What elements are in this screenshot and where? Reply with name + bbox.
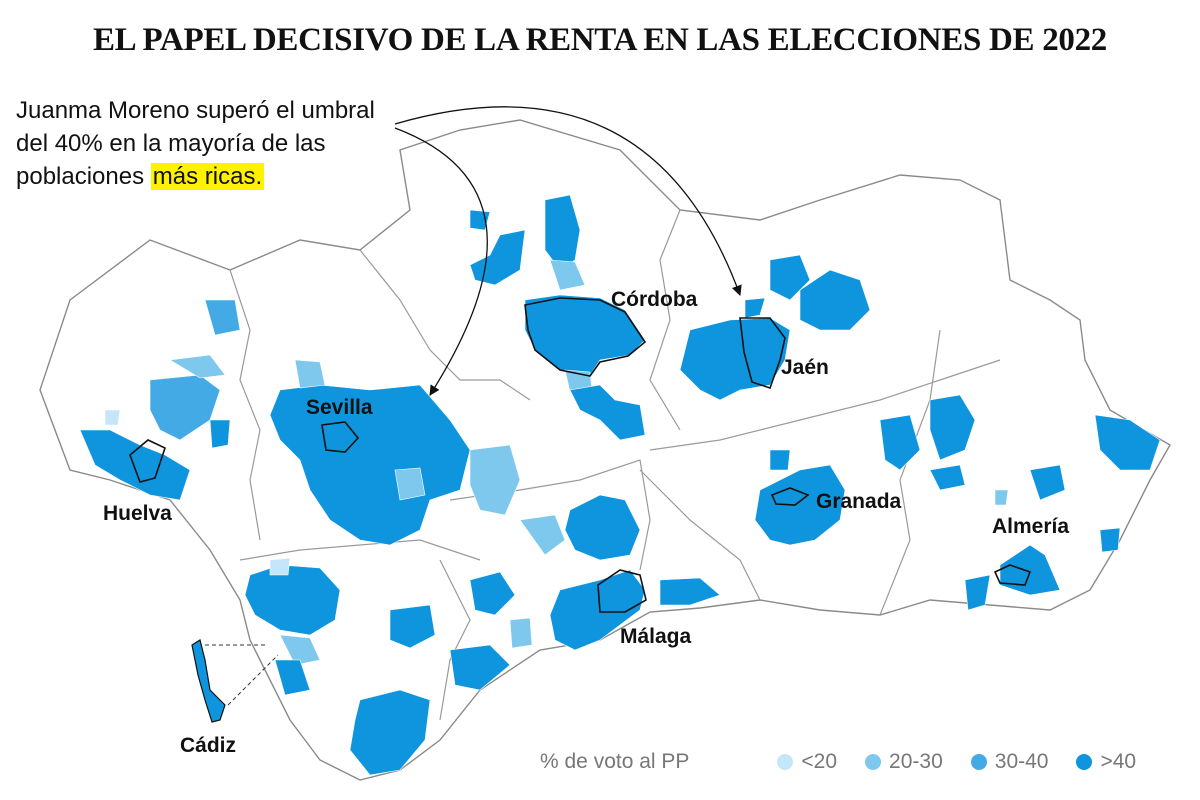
- arrow-to-sevilla: [394, 127, 488, 396]
- vote-area: [279, 634, 321, 666]
- arrow-to-jaen: [394, 106, 742, 296]
- cadiz-inset: [191, 639, 279, 723]
- vote-area: [389, 604, 436, 649]
- inset-connector: [227, 654, 279, 706]
- city-label-granada: Granada: [816, 490, 902, 513]
- vote-area: [879, 414, 921, 471]
- legend-item: >40: [1076, 750, 1136, 774]
- annotation-text: Juanma Moreno superó el umbral del 40% e…: [16, 97, 375, 190]
- vote-area: [1029, 464, 1066, 501]
- granada-city-outline: [770, 487, 810, 506]
- vote-area: [659, 577, 721, 606]
- vote-area: [509, 617, 533, 649]
- vote-area: [269, 384, 471, 546]
- city-label-sevilla: Sevilla: [306, 396, 373, 419]
- border-jaen-granada: [649, 359, 1001, 451]
- jaen-city-outline: [739, 317, 786, 390]
- vote-area: [929, 394, 976, 461]
- cordoba-city-outline: [524, 297, 647, 377]
- annotation-highlight: más ricas.: [150, 163, 265, 190]
- legend-label: >40: [1100, 750, 1137, 773]
- border-huelva-sevilla: [229, 269, 261, 541]
- border-sevilla-cordoba: [359, 249, 531, 401]
- border-cadiz-malaga: [439, 559, 471, 721]
- legend-item: <20: [777, 750, 837, 774]
- malaga-city-outline: [597, 569, 647, 613]
- city-label-almeria: Almería: [992, 515, 1070, 538]
- vote-area: [204, 299, 241, 336]
- annotation-arrows: [394, 106, 742, 396]
- legend-item: 20-30: [865, 750, 943, 774]
- annotation: Juanma Moreno superó el umbral del 40% e…: [16, 94, 396, 193]
- city-label-jaen: Jaén: [781, 356, 829, 379]
- vote-area: [469, 571, 516, 616]
- region-outline: [39, 119, 1171, 781]
- city-label-huelva: Huelva: [103, 502, 172, 525]
- vote-area: [519, 514, 566, 556]
- vote-area: [349, 689, 431, 776]
- vote-area: [169, 354, 226, 379]
- legend-label: 20-30: [889, 750, 943, 773]
- vote-area: [549, 259, 586, 291]
- vote-area: [544, 194, 581, 271]
- vote-area: [569, 384, 646, 441]
- legend-title: % de voto al PP: [540, 750, 690, 773]
- vote-area: [469, 444, 521, 516]
- legend: % de voto al PP <20 20-30 30-40 >40: [540, 748, 1180, 776]
- vote-area: [209, 419, 231, 449]
- vote-area: [274, 659, 311, 696]
- city-label-malaga: Málaga: [620, 625, 692, 648]
- municipality-vote-areas: [79, 194, 1161, 776]
- vote-area: [999, 544, 1061, 596]
- border-cordoba-jaen: [649, 209, 681, 431]
- vote-area: [294, 359, 326, 389]
- vote-area: [549, 569, 646, 651]
- map-title: EL PAPEL DECISIVO DE LA RENTA EN LAS ELE…: [92, 22, 1108, 58]
- legend-item: 30-40: [970, 750, 1049, 774]
- vote-area: [394, 467, 426, 501]
- huelva-city-outline: [129, 439, 166, 483]
- vote-area: [964, 574, 991, 611]
- legend-label: 30-40: [994, 750, 1049, 773]
- vote-area: [994, 489, 1009, 506]
- vote-area: [1094, 414, 1161, 471]
- legend-swatch: [1076, 754, 1093, 770]
- vote-area: [754, 464, 846, 546]
- vote-area: [449, 644, 511, 691]
- vote-area: [769, 449, 791, 471]
- city-outlines: [129, 297, 1032, 613]
- legend-swatch: [865, 754, 882, 770]
- border-malaga-granada: [639, 469, 761, 601]
- legend-label: <20: [801, 750, 838, 773]
- vote-area: [269, 557, 291, 576]
- cadiz-inset-shape: [191, 639, 226, 723]
- city-label-cadiz: Cádiz: [180, 734, 237, 757]
- vote-area: [744, 297, 766, 319]
- vote-area: [104, 409, 121, 426]
- vote-area: [564, 494, 641, 561]
- vote-area: [929, 464, 966, 491]
- vote-area: [1099, 527, 1121, 553]
- border-sevilla-cadiz: [239, 539, 481, 561]
- border-granada-almeria: [879, 329, 941, 616]
- vote-area: [79, 429, 191, 501]
- almeria-city-outline: [993, 564, 1032, 586]
- city-label-cordoba: Córdoba: [611, 288, 698, 311]
- legend-swatch: [777, 754, 794, 770]
- legend-swatch: [970, 754, 987, 770]
- sevilla-city-outline: [321, 421, 360, 453]
- vote-area: [244, 564, 341, 636]
- vote-area: [799, 269, 871, 331]
